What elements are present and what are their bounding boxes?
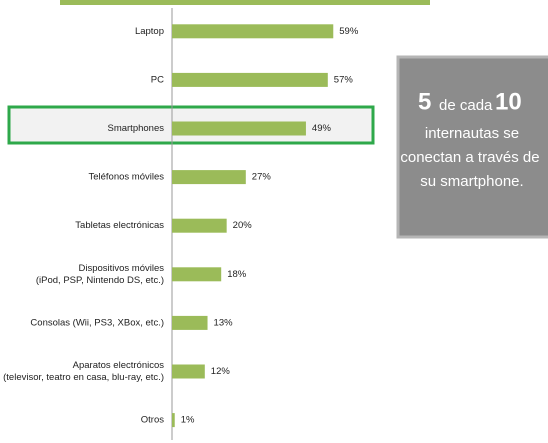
note-total: 10: [495, 88, 522, 115]
bar: [172, 121, 306, 136]
note-line: internautas se: [425, 125, 519, 142]
bar: [172, 218, 227, 233]
note-middle: de cada: [439, 97, 493, 114]
value-label: 18%: [227, 269, 247, 280]
value-label: 13%: [214, 317, 234, 328]
note-line: conectan a través de: [400, 149, 539, 166]
category-label: Otros: [141, 415, 164, 426]
category-label: Tabletas electrónicas: [75, 220, 164, 231]
note-number: 5: [418, 88, 431, 115]
category-label: Consolas (Wii, PS3, XBox, etc.): [30, 317, 164, 328]
value-label: 20%: [233, 220, 253, 231]
category-label: Dispositivos móviles: [78, 263, 164, 274]
value-label: 1%: [181, 415, 195, 426]
category-label: Laptop: [135, 26, 164, 37]
note-line: su smartphone.: [420, 173, 523, 190]
category-label: Aparatos electrónicos: [73, 360, 165, 371]
category-label: (iPod, PSP, Nintendo DS, etc.): [36, 275, 164, 286]
bar: [172, 72, 328, 87]
bar: [172, 413, 175, 428]
header-bar: [60, 0, 430, 5]
bar: [172, 267, 222, 282]
highlight-box: [7, 105, 375, 145]
value-label: 59%: [339, 26, 359, 37]
bar: [172, 315, 208, 330]
category-label: Smartphones: [107, 123, 164, 134]
category-label: PC: [151, 74, 164, 85]
category-label: (televisor, teatro en casa, blu-ray, etc…: [3, 372, 164, 383]
value-label: 49%: [312, 123, 332, 134]
value-label: 12%: [211, 366, 231, 377]
value-label: 27%: [252, 172, 272, 183]
bar: [172, 24, 334, 39]
bar: [172, 364, 205, 379]
bar: [172, 170, 246, 185]
value-label: 57%: [334, 74, 354, 85]
note-box: [396, 55, 548, 239]
category-label: Teléfonos móviles: [88, 172, 164, 183]
